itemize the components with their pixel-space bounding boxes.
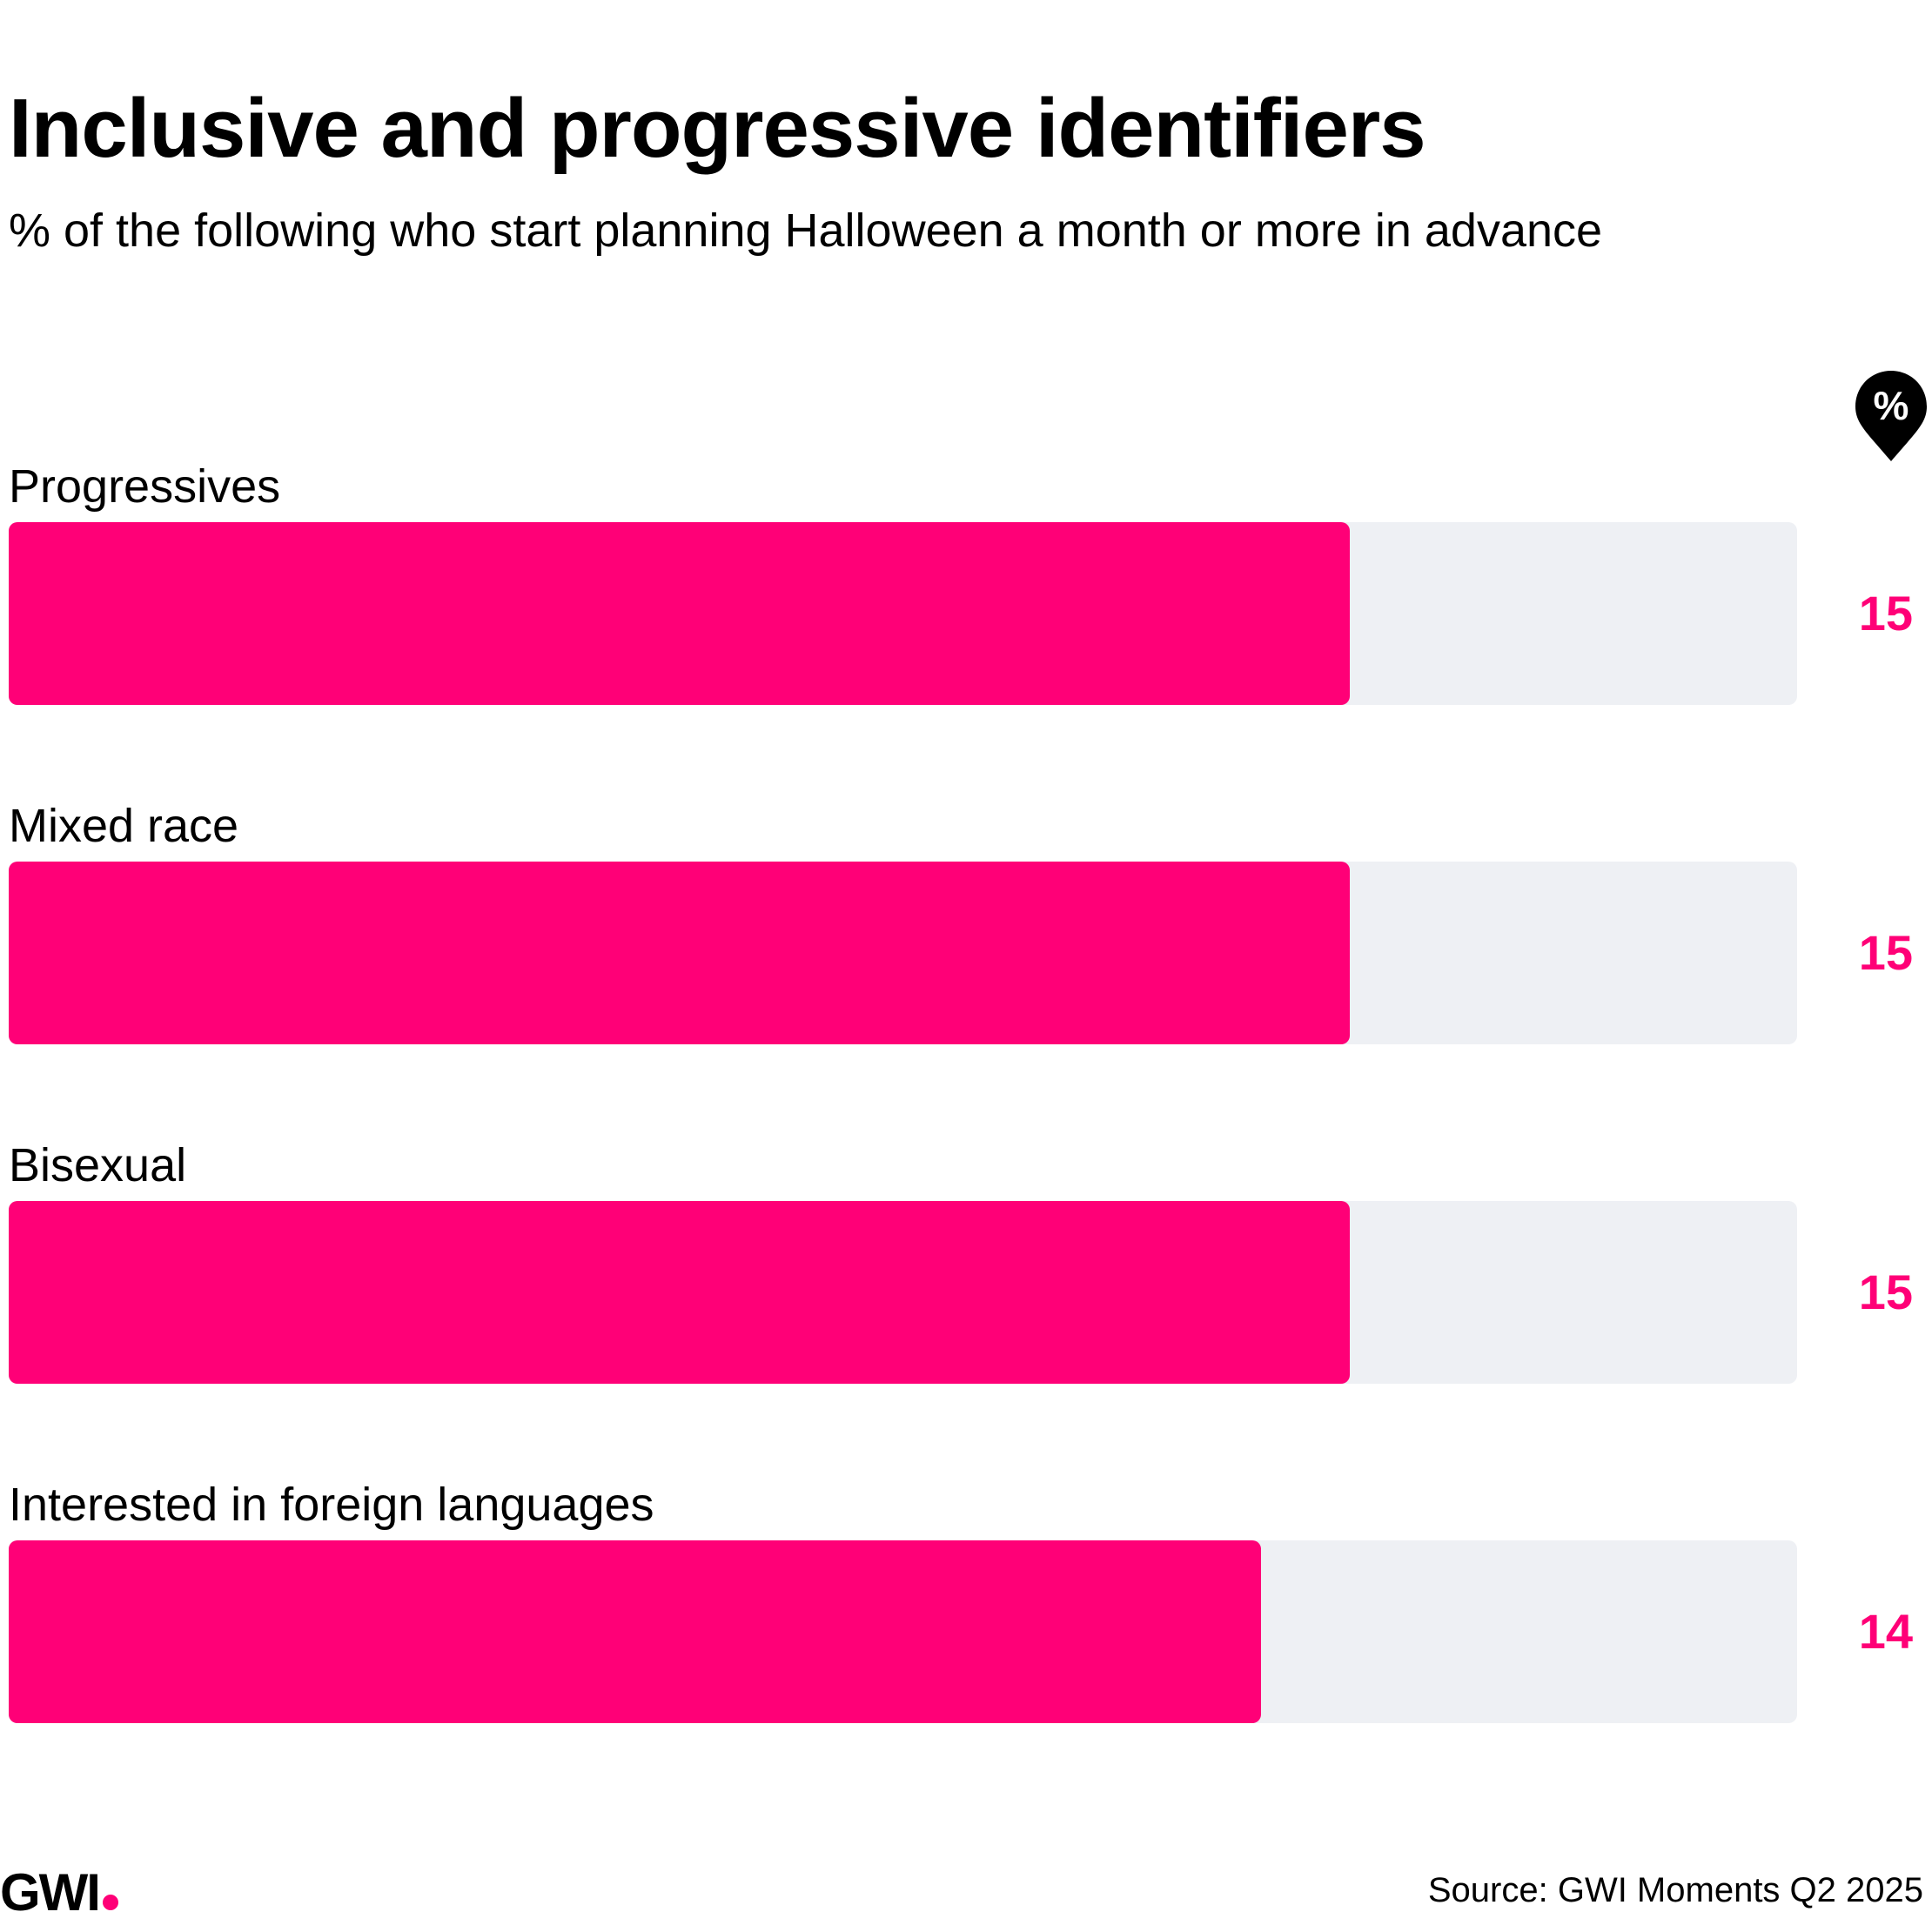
bar-row: Interested in foreign languages 14 xyxy=(0,1481,1932,1786)
source-note: Source: GWI Moments Q2 2025 xyxy=(1427,1871,1923,1909)
bar-fill xyxy=(9,522,1350,705)
chart-subtitle: % of the following who start planning Ha… xyxy=(9,205,1603,257)
bar-track xyxy=(9,522,1797,705)
bar-row: Bisexual 15 xyxy=(0,1142,1932,1446)
bar-track xyxy=(9,862,1797,1044)
bar-value-label: 15 xyxy=(1858,1265,1913,1319)
chart-title: Inclusive and progressive identifiers xyxy=(9,82,1426,175)
percent-unit-badge: % xyxy=(1854,369,1929,465)
logo-dot xyxy=(102,1895,118,1910)
bar-fill xyxy=(9,1201,1350,1384)
bar-value-label: 14 xyxy=(1858,1604,1913,1659)
bar-label: Progressives xyxy=(9,460,281,513)
bar-label: Mixed race xyxy=(9,800,239,852)
bar-row: Progressives 15 xyxy=(0,463,1932,768)
bar-fill xyxy=(9,862,1350,1044)
bar-track xyxy=(9,1540,1797,1723)
percent-unit-label: % xyxy=(1874,383,1909,428)
bar-track xyxy=(9,1201,1797,1384)
map-pin-icon: % xyxy=(1855,371,1927,461)
bar-label: Bisexual xyxy=(9,1139,187,1191)
bar-value-label: 15 xyxy=(1858,586,1913,641)
gwi-logo: GWI xyxy=(0,1867,118,1919)
logo-text: GWI xyxy=(0,1863,101,1922)
bar-value-label: 15 xyxy=(1858,925,1913,980)
bar-fill xyxy=(9,1540,1261,1723)
bar-row: Mixed race 15 xyxy=(0,802,1932,1107)
bar-label: Interested in foreign languages xyxy=(9,1479,654,1531)
